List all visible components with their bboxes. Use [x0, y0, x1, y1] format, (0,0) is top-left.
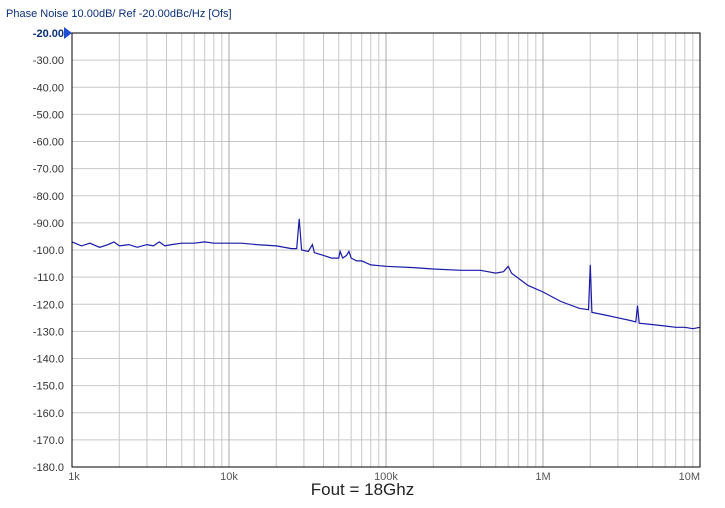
- y-tick-label: -60.00: [33, 137, 64, 149]
- y-tick-label: -50.00: [33, 109, 64, 121]
- y-tick-label: -150.0: [33, 381, 64, 393]
- x-tick-label: 10M: [679, 471, 700, 480]
- y-tick-label: -140.0: [33, 354, 64, 366]
- y-tick-label: -110.0: [34, 272, 64, 284]
- reference-level-marker-icon[interactable]: [64, 27, 72, 39]
- x-tick-label: 1M: [535, 471, 550, 480]
- y-tick-label: -40.00: [33, 82, 64, 94]
- chart-header: Phase Noise 10.00dB/ Ref -20.00dBc/Hz [O…: [6, 8, 232, 20]
- y-tick-label: -80.00: [33, 191, 64, 203]
- y-tick-label: -20.00: [33, 28, 64, 40]
- x-tick-label: 100k: [374, 471, 398, 480]
- y-tick-label: -70.00: [33, 164, 64, 176]
- x-tick-label: 10k: [220, 471, 238, 480]
- phase-noise-trace: [71, 218, 701, 330]
- y-tick-label: -130.0: [33, 326, 64, 338]
- phase-noise-chart: Phase Noise 10.00dB/ Ref -20.00dBc/Hz [O…: [6, 8, 701, 480]
- x-tick-label: 1k: [68, 471, 80, 480]
- x-axis-tick-labels: 1k 10k 100k 1M 10M: [68, 471, 700, 480]
- plot-frame: [71, 32, 701, 468]
- minor-gridlines: [72, 32, 700, 468]
- y-tick-label: -100.0: [33, 245, 64, 257]
- y-tick-label: -120.0: [33, 299, 64, 311]
- y-axis-tick-labels: -20.00 -30.00 -40.00 -50.00 -60.00 -70.00 -80.…: [33, 28, 64, 474]
- y-tick-label: -30.00: [33, 55, 64, 67]
- y-tick-label: -160.0: [33, 408, 64, 420]
- y-tick-label: -170.0: [33, 435, 64, 447]
- y-tick-label: -180.0: [33, 462, 64, 474]
- chart-caption: Fout = 18Ghz: [310, 480, 415, 499]
- y-tick-label: -90.00: [33, 218, 64, 230]
